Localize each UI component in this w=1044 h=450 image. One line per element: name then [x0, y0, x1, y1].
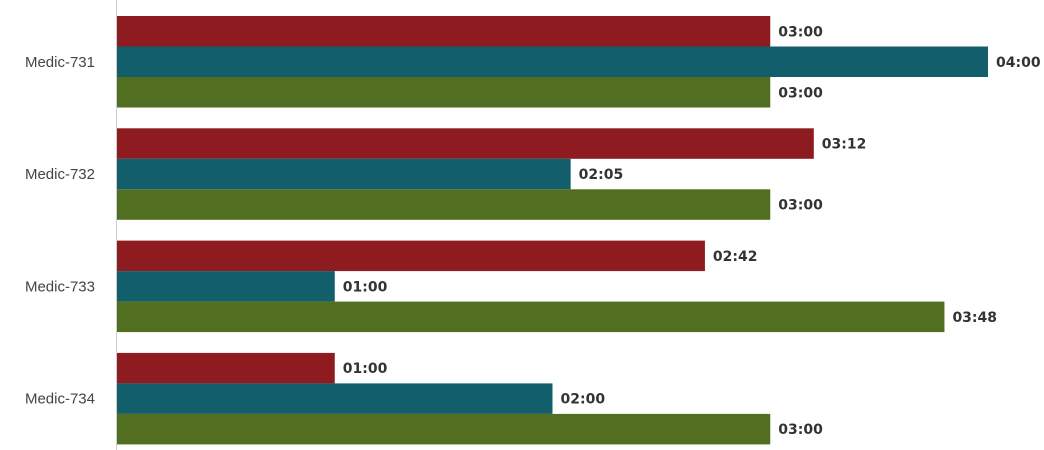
bar [117, 46, 988, 77]
category-label: Medic-733 [25, 278, 95, 295]
data-label: 03:00 [778, 198, 823, 214]
bar [117, 413, 771, 445]
bar [117, 301, 945, 333]
bar [117, 158, 571, 190]
data-label: 03:12 [822, 137, 867, 153]
bar [117, 240, 705, 272]
bar [117, 16, 771, 47]
data-label: 01:00 [343, 361, 388, 377]
category-label: Medic-732 [25, 166, 95, 183]
data-label: 03:48 [952, 310, 997, 326]
data-label: 04:00 [996, 55, 1041, 71]
data-label: 01:00 [343, 279, 388, 295]
category-labels: Medic-731 Medic-732 Medic-733 Medic-734 [25, 54, 95, 408]
data-labels: 03:00 04:00 03:00 03:12 02:05 03:00 02:42 01:00… [343, 24, 1041, 438]
bar [117, 352, 335, 384]
data-label: 02:00 [561, 392, 606, 408]
data-label: 03:00 [778, 85, 823, 101]
data-label: 02:42 [713, 249, 758, 265]
category-label: Medic-731 [25, 54, 95, 71]
bar [117, 77, 771, 108]
bars [117, 16, 988, 445]
bar [117, 128, 814, 159]
data-label: 03:00 [778, 24, 823, 40]
bar [117, 271, 335, 302]
bar [117, 383, 553, 414]
data-label: 02:05 [579, 167, 624, 183]
data-label: 03:00 [778, 422, 823, 438]
bar [117, 189, 771, 220]
category-label: Medic-734 [25, 391, 95, 408]
